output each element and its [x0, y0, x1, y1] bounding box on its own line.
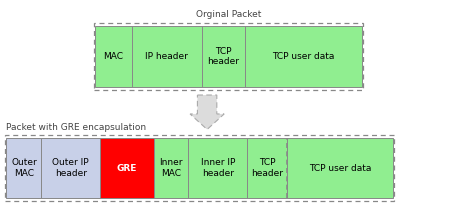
Bar	[95, 26, 132, 87]
Bar	[41, 138, 100, 198]
Text: GRE: GRE	[117, 164, 137, 173]
Bar	[202, 26, 245, 87]
Text: Outer IP
header: Outer IP header	[53, 158, 89, 178]
Text: Packet with GRE encapsulation: Packet with GRE encapsulation	[6, 122, 147, 132]
Bar	[154, 138, 189, 198]
Text: TCP user data: TCP user data	[309, 164, 371, 173]
Text: TCP
header: TCP header	[251, 158, 283, 178]
Text: Outer
MAC: Outer MAC	[11, 158, 37, 178]
Bar	[189, 138, 247, 198]
Text: IP header: IP header	[145, 52, 188, 61]
Bar	[245, 26, 362, 87]
Bar	[6, 138, 41, 198]
Text: TCP user data: TCP user data	[273, 52, 335, 61]
Text: Orginal Packet: Orginal Packet	[196, 10, 261, 19]
Text: Inner
MAC: Inner MAC	[159, 158, 183, 178]
Bar	[287, 138, 393, 198]
Polygon shape	[190, 95, 224, 130]
Text: Inner IP
header: Inner IP header	[201, 158, 235, 178]
Bar	[100, 138, 154, 198]
Bar	[94, 23, 363, 90]
Bar	[247, 138, 287, 198]
Bar	[132, 26, 202, 87]
Bar	[5, 135, 394, 201]
Text: MAC: MAC	[103, 52, 123, 61]
Text: TCP
header: TCP header	[207, 47, 239, 66]
